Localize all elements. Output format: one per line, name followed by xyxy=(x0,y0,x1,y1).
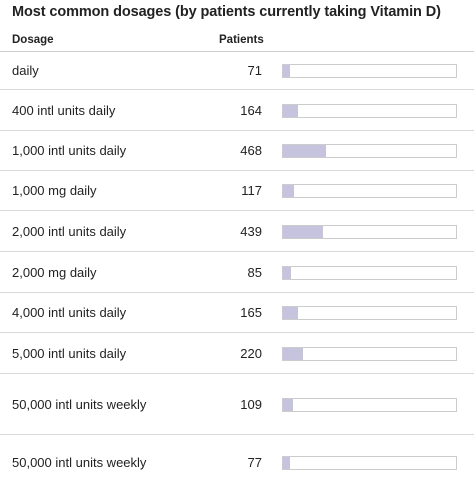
patient-count: 165 xyxy=(240,305,262,320)
bar-track xyxy=(282,184,457,198)
patient-count: 220 xyxy=(240,345,262,361)
table-row: 2,000 intl units daily 439 xyxy=(0,211,474,252)
bar-track xyxy=(282,346,457,361)
table-row: 2,000 mg daily 85 xyxy=(0,252,474,293)
chart-title: Most common dosages (by patients current… xyxy=(12,4,441,20)
bar-track xyxy=(282,144,457,158)
bar-track xyxy=(282,265,457,280)
patient-count: 439 xyxy=(240,223,262,239)
table-row: 400 intl units daily 164 xyxy=(0,90,474,131)
bar-track xyxy=(282,64,457,78)
bar-track xyxy=(282,103,457,118)
dosage-label: 5,000 intl units daily xyxy=(12,345,127,361)
column-header-dosage: Dosage xyxy=(12,34,54,46)
bar-track xyxy=(282,397,457,412)
column-header-patients: Patients xyxy=(219,34,264,46)
patient-count: 109 xyxy=(240,396,262,412)
dosage-label: 2,000 intl units daily xyxy=(12,223,127,239)
table-row: 5,000 intl units daily 220 xyxy=(0,333,474,374)
table-row: 1,000 intl units daily 468 xyxy=(0,131,474,171)
bar xyxy=(283,145,326,157)
bar xyxy=(283,398,293,411)
header-divider xyxy=(0,51,474,52)
bar xyxy=(283,65,290,77)
dosage-label: 4,000 intl units daily xyxy=(12,305,127,320)
dosage-label: 50,000 intl units weekly xyxy=(12,454,147,470)
dosage-label: 400 intl units daily xyxy=(12,102,116,118)
patient-count: 164 xyxy=(240,102,262,118)
patient-count: 71 xyxy=(247,63,262,78)
bar xyxy=(283,307,298,319)
dosage-label: 2,000 mg daily xyxy=(12,264,97,280)
patient-count: 468 xyxy=(240,143,262,158)
patient-count: 85 xyxy=(247,264,262,280)
table-row: daily 71 xyxy=(0,52,474,90)
bar xyxy=(283,347,303,360)
table-row: 50,000 intl units weekly 109 xyxy=(0,374,474,435)
dosage-label: 1,000 intl units daily xyxy=(12,143,127,158)
dosage-label: daily xyxy=(12,63,39,78)
bar xyxy=(283,456,290,469)
bar-track xyxy=(282,455,457,470)
patient-count: 77 xyxy=(247,454,262,470)
bar xyxy=(283,225,323,238)
table-row: 4,000 intl units daily 165 xyxy=(0,293,474,333)
dosage-label: 1,000 mg daily xyxy=(12,183,97,198)
bar-track xyxy=(282,224,457,239)
patient-count: 117 xyxy=(241,183,262,198)
table-row: 50,000 intl units weekly 77 xyxy=(0,435,474,490)
bar xyxy=(283,104,298,117)
dosage-label: 50,000 intl units weekly xyxy=(12,396,147,412)
table-row: 1,000 mg daily 117 xyxy=(0,171,474,211)
bar xyxy=(283,266,291,279)
bar xyxy=(283,185,294,197)
bar-track xyxy=(282,306,457,320)
